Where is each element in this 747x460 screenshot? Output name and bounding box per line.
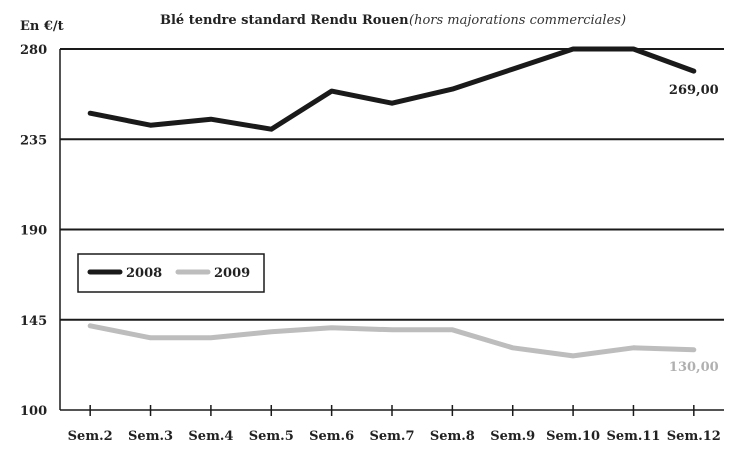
x-tick-label-Sem.2: Sem.2	[68, 429, 113, 444]
y-tick-label-100: 100	[20, 404, 47, 419]
legend-label-2009: 2009	[214, 266, 250, 281]
axes	[59, 49, 724, 416]
y-tick-label-235: 235	[20, 133, 47, 148]
series-line-2008	[87, 46, 697, 132]
x-tick-label-Sem.8: Sem.8	[430, 429, 475, 444]
x-tick-label-Sem.7: Sem.7	[370, 429, 415, 444]
y-axis-unit-label: En €/t	[20, 19, 64, 34]
chart-title: Blé tendre standard Rendu Rouen	[160, 13, 409, 28]
y-tick-label-145: 145	[20, 314, 47, 329]
chart-subtitle: (hors majorations commerciales)	[409, 13, 626, 28]
y-tick-label-190: 190	[20, 224, 47, 239]
x-tick-label-Sem.11: Sem.11	[606, 429, 660, 444]
x-tick-label-Sem.10: Sem.10	[546, 429, 600, 444]
y-tick-label-280: 280	[20, 43, 47, 58]
x-tick-label-Sem.6: Sem.6	[309, 429, 354, 444]
end-label-2008: 269,00	[669, 83, 719, 98]
x-tick-label-Sem.4: Sem.4	[188, 429, 233, 444]
end-label-2009: 130,00	[669, 360, 719, 375]
series-lines	[87, 46, 697, 359]
legend-label-2008: 2008	[126, 266, 162, 281]
end-value-labels: 269,00 130,00	[669, 83, 719, 375]
x-tick-label-Sem.3: Sem.3	[128, 429, 173, 444]
x-tick-label-Sem.5: Sem.5	[249, 429, 294, 444]
x-tick-labels: Sem.2 Sem.3 Sem.4 Sem.5 Sem.6 Sem.7 Sem.8 Sem.9…	[68, 429, 721, 444]
x-tick-label-Sem.9: Sem.9	[490, 429, 535, 444]
legend: 2008 2009	[77, 253, 265, 293]
series-line-2009	[87, 323, 697, 359]
y-tick-labels: 100 145 190 235 280	[20, 43, 47, 419]
x-tick-label-Sem.12: Sem.12	[667, 429, 721, 444]
